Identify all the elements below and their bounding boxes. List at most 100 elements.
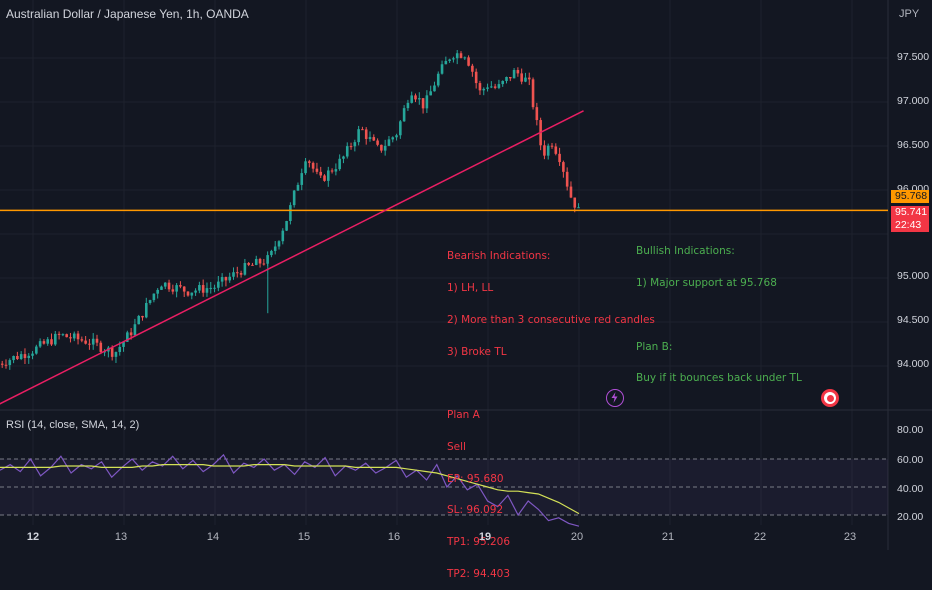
- candle-body: [167, 282, 171, 290]
- candle-body: [50, 339, 53, 345]
- countdown-badge: 22:43: [891, 219, 929, 232]
- lightning-icon[interactable]: [606, 389, 624, 407]
- candle-body: [258, 258, 262, 264]
- candle-body: [440, 64, 444, 74]
- candle-body: [391, 137, 395, 140]
- candle-body: [436, 73, 440, 86]
- candle-body: [27, 355, 31, 359]
- candle-body: [38, 341, 42, 347]
- candle-body: [546, 145, 550, 156]
- candle-body: [69, 337, 72, 339]
- annotation-line: EP: 95.680: [447, 472, 504, 485]
- candle-body: [8, 360, 12, 366]
- candle-body: [467, 57, 470, 66]
- candle-body: [285, 221, 288, 231]
- candle-body: [198, 285, 201, 291]
- candle-body: [213, 287, 216, 289]
- candle-body: [228, 276, 232, 281]
- time-tick-label: 21: [661, 531, 675, 543]
- candle-body: [372, 137, 376, 141]
- candle-body: [345, 146, 349, 157]
- currency-label: JPY: [899, 8, 920, 20]
- bullish-annotation[interactable]: Bullish Indications: 1) Major support at…: [636, 225, 802, 395]
- candle-body: [300, 173, 304, 185]
- candle-body: [110, 347, 114, 357]
- time-tick-label: 20: [570, 531, 584, 543]
- candle-body: [19, 354, 23, 360]
- rsi-tick-label: 80.00: [897, 424, 924, 436]
- candle-body: [53, 333, 57, 345]
- candle-body: [311, 162, 315, 169]
- candle-body: [448, 59, 451, 61]
- candle-body: [493, 86, 497, 88]
- candle-body: [395, 135, 398, 138]
- candle-body: [137, 315, 141, 325]
- price-chart[interactable]: [0, 0, 932, 550]
- candle-body: [126, 332, 129, 342]
- candle-body: [417, 98, 421, 100]
- candle-body: [16, 356, 19, 360]
- candle-body: [152, 293, 156, 301]
- candle-body: [319, 171, 323, 176]
- candle-body: [364, 129, 368, 139]
- candle-body: [35, 346, 38, 354]
- candle-body: [463, 57, 467, 59]
- candle-body: [76, 333, 80, 340]
- candle-body: [88, 343, 91, 345]
- candle-body: [490, 86, 493, 88]
- candle-body: [57, 333, 61, 335]
- candle-body: [235, 272, 239, 274]
- annotation-line: Bearish Indications:: [447, 250, 551, 263]
- candle-body: [486, 87, 489, 89]
- candle-body: [387, 139, 391, 146]
- candle-body: [209, 287, 213, 289]
- annotation-line: 3) Broke TL: [447, 345, 507, 358]
- rsi-tick-label: 20.00: [897, 511, 924, 523]
- target-icon[interactable]: [821, 389, 839, 407]
- candle-body: [402, 108, 406, 122]
- candle-body: [357, 129, 360, 143]
- annotation-line: [447, 378, 655, 389]
- candle-body: [84, 340, 87, 344]
- candle-body: [459, 53, 463, 58]
- candle-body: [531, 79, 535, 108]
- last-price-badge: 95.741: [891, 206, 929, 219]
- candle-body: [156, 289, 159, 294]
- candle-body: [383, 145, 387, 151]
- time-tick-label: 19: [478, 531, 492, 543]
- candle-body: [201, 285, 205, 293]
- candle-body: [160, 286, 163, 290]
- time-tick-label: 16: [387, 531, 401, 543]
- annotation-line: 2) More than 3 consecutive red candles: [447, 313, 655, 326]
- rsi-ma-line: [0, 464, 580, 515]
- annotation-line: Bullish Indications:: [636, 245, 735, 258]
- candle-body: [330, 170, 334, 172]
- candle-body: [471, 65, 474, 72]
- candle-body: [508, 76, 512, 79]
- time-tick-label: 14: [206, 531, 220, 543]
- candle-body: [474, 71, 478, 84]
- candle-body: [543, 145, 546, 156]
- candle-body: [368, 137, 372, 139]
- candle-body: [410, 95, 414, 103]
- candle-body: [129, 332, 133, 336]
- annotation-line: Buy if it bounces back under TL: [636, 372, 802, 385]
- candle-body: [12, 356, 15, 361]
- annotation-line: Plan A: [447, 409, 480, 422]
- candle-body: [425, 95, 429, 109]
- time-tick-label: 22: [753, 531, 767, 543]
- candle-body: [380, 144, 383, 151]
- candle-body: [353, 142, 357, 147]
- candle-body: [220, 277, 224, 282]
- time-tick-label: 23: [843, 531, 857, 543]
- candle-body: [562, 162, 565, 172]
- price-tick-label: 97.000: [897, 95, 930, 107]
- candle-body: [433, 85, 436, 92]
- candle-body: [497, 84, 501, 88]
- candle-body: [118, 346, 122, 353]
- candle-body: [144, 303, 148, 318]
- candle-body: [163, 282, 167, 287]
- bearish-annotation[interactable]: Bearish Indications: 1) LH, LL 2) More t…: [447, 230, 655, 590]
- annotation-line: Plan B:: [636, 340, 673, 353]
- annotation-line: TP1: 95.206: [447, 536, 511, 549]
